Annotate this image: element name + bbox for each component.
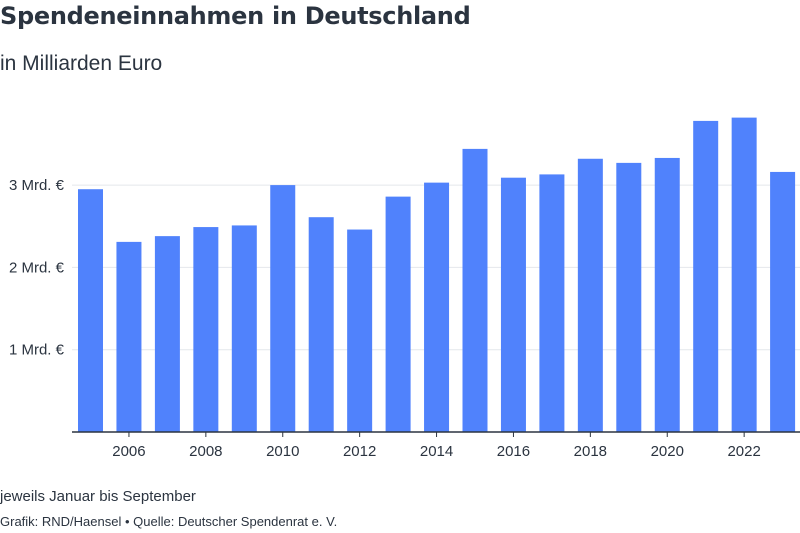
bar-2017	[539, 174, 565, 432]
bar-2016	[500, 177, 526, 432]
x-axis-labels: 2006 2008 2010 2012 2014 2016 2018 2020 2022	[112, 432, 761, 460]
y-tick-label: 1 Mrd. €	[9, 342, 65, 359]
x-tick-label: 2020	[651, 443, 684, 460]
bar-2012	[347, 229, 373, 432]
bar-2006	[116, 241, 142, 432]
bars	[78, 117, 796, 433]
y-axis-labels: 1 Mrd. € 2 Mrd. € 3 Mrd. €	[9, 177, 65, 359]
x-tick-label: 2012	[343, 443, 376, 460]
footnote: jeweils Januar bis September	[0, 488, 196, 505]
x-tick-label: 2016	[497, 443, 530, 460]
bar-2011	[308, 217, 334, 432]
bar-2022	[731, 117, 757, 432]
x-tick-label: 2022	[727, 443, 760, 460]
bar-2023	[770, 171, 796, 432]
bar-2015	[462, 148, 488, 432]
bar-2009	[231, 225, 257, 432]
y-tick-label: 3 Mrd. €	[9, 177, 65, 194]
x-tick-label: 2008	[189, 443, 222, 460]
bar-2019	[616, 162, 642, 432]
bar-2008	[193, 227, 219, 432]
bar-2020	[654, 157, 680, 433]
x-tick-label: 2010	[266, 443, 299, 460]
bar-2010	[270, 185, 296, 432]
x-tick-label: 2018	[574, 443, 607, 460]
bar-2005	[78, 189, 103, 432]
bar-2013	[385, 196, 411, 432]
bar-2021	[693, 120, 719, 432]
bar-chart: 1 Mrd. € 2 Mrd. € 3 Mrd. € 2006 2008 2010 201…	[9, 117, 800, 460]
bar-2014	[424, 182, 450, 432]
x-tick-label: 2014	[420, 443, 453, 460]
bar-2007	[154, 236, 180, 432]
x-tick-label: 2006	[112, 443, 145, 460]
source-credit: Grafik: RND/Haensel • Quelle: Deutscher …	[0, 514, 338, 529]
bar-2018	[577, 158, 603, 432]
chart-subtitle: in Milliarden Euro	[0, 52, 163, 75]
chart-title: Spendeneinnahmen in Deutschland	[0, 2, 471, 30]
y-tick-label: 2 Mrd. €	[9, 259, 65, 276]
